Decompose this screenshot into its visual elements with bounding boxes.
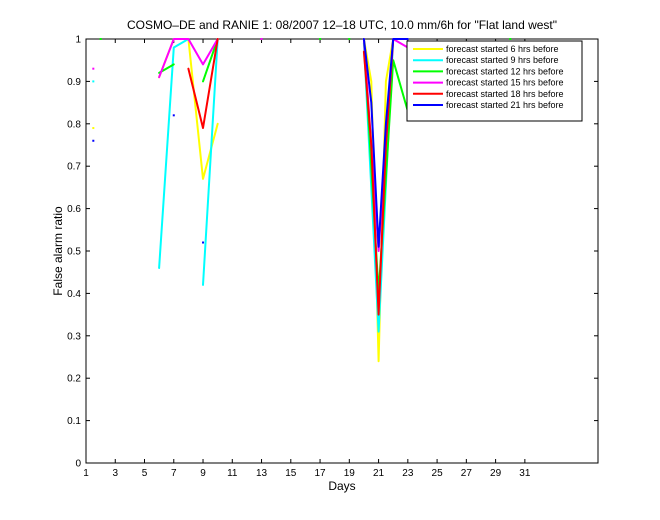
y-tick-label: 0.7	[67, 162, 81, 173]
legend-label: forecast started 12 hrs before	[446, 66, 564, 76]
x-tick-label: 7	[171, 468, 177, 479]
y-tick-label: 0.4	[67, 289, 81, 300]
x-tick-label: 13	[256, 468, 268, 479]
legend-label: forecast started 9 hrs before	[446, 55, 559, 65]
series-line	[158, 38, 219, 79]
series-point	[92, 67, 95, 70]
x-tick-label: 3	[112, 468, 118, 479]
x-tick-label: 31	[519, 468, 531, 479]
x-tick-label: 5	[142, 468, 148, 479]
x-tick-label: 11	[227, 468, 238, 479]
y-tick-label: 0.3	[67, 331, 81, 342]
series-point	[348, 38, 351, 40]
y-tick-label: 1	[75, 35, 81, 46]
x-tick-label: 19	[344, 468, 356, 479]
y-axis-title: False alarm ratio	[51, 206, 65, 296]
y-tick-label: 0.9	[67, 77, 81, 88]
series-point	[202, 241, 205, 244]
series-layer	[92, 38, 526, 363]
y-tick-label: 0.1	[67, 416, 81, 427]
x-tick-label: 29	[490, 468, 502, 479]
legend-box	[406, 40, 583, 122]
x-tick-label: 25	[432, 468, 444, 479]
x-tick-label: 23	[402, 468, 414, 479]
series-line	[202, 38, 219, 83]
series-point	[92, 80, 95, 83]
series-point	[99, 38, 102, 40]
series-point	[92, 127, 95, 130]
x-tick-label: 21	[373, 468, 385, 479]
y-tick-label: 0	[75, 459, 81, 470]
series-line	[187, 38, 219, 129]
series-line	[362, 38, 395, 363]
series-point	[260, 38, 263, 40]
y-tick-label: 0.8	[67, 119, 81, 130]
x-tick-label: 15	[285, 468, 297, 479]
series-point	[92, 139, 95, 142]
legend-label: forecast started 21 hrs before	[446, 100, 564, 110]
y-tick-label: 0.5	[67, 247, 81, 258]
axis-ticks: 1 3 5 7 9 11 13 15 17 19 21 23 25 27 29 3100.10.20.30.4…	[67, 35, 598, 479]
series-point	[172, 114, 175, 117]
series-point	[509, 38, 512, 40]
x-tick-label: 17	[314, 468, 326, 479]
x-axis-title: Days	[328, 479, 355, 493]
legend-label: forecast started 15 hrs before	[446, 78, 564, 88]
series-line	[202, 38, 219, 286]
series-point	[319, 38, 322, 40]
x-tick-label: 27	[461, 468, 473, 479]
series-line	[362, 38, 395, 316]
chart-title: COSMO–DE and RANIE 1: 08/2007 12–18 UTC,…	[127, 18, 557, 32]
series-line	[362, 38, 409, 248]
legend-label: forecast started 6 hrs before	[446, 44, 559, 54]
x-tick-label: 1	[83, 468, 89, 479]
series-line	[158, 38, 190, 269]
y-tick-label: 0.2	[67, 374, 81, 385]
x-tick-label: 9	[200, 468, 206, 479]
legend-label: forecast started 18 hrs before	[446, 89, 564, 99]
y-tick-label: 0.6	[67, 204, 81, 215]
